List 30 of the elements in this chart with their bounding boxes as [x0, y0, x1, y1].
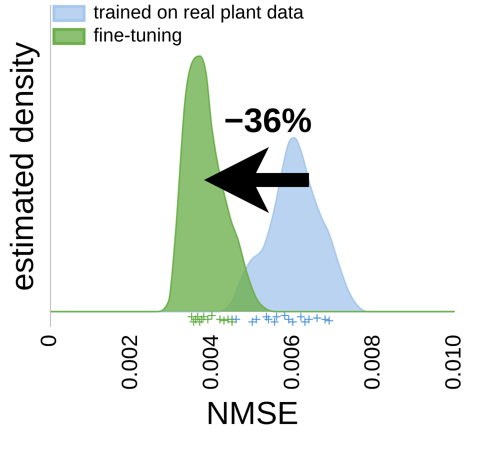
- point: [224, 314, 233, 324]
- point: [324, 316, 334, 326]
- point: [252, 314, 261, 324]
- point: [232, 314, 241, 324]
- point: [280, 311, 290, 320]
- x-tick-label: 0.002: [116, 334, 142, 390]
- point: [304, 314, 314, 324]
- x-tick-label: 0.008: [360, 334, 385, 390]
- point: [207, 311, 216, 320]
- x-tick-label: 0.006: [278, 334, 304, 390]
- point: [219, 316, 228, 326]
- point: [272, 312, 282, 322]
- x-tick-label: 0.010: [440, 334, 466, 390]
- legend-label: trained on real plant data: [94, 2, 304, 24]
- point: [284, 314, 294, 324]
- x-tick-label: 0.004: [198, 334, 223, 390]
- point: [248, 317, 257, 326]
- x-tick-label: 0: [36, 334, 62, 347]
- point: [228, 317, 237, 326]
- point: [312, 314, 322, 323]
- x-axis-title: NMSE: [205, 395, 300, 433]
- point: [199, 312, 208, 322]
- point: [288, 317, 298, 326]
- legend-label: fine-tuning: [94, 26, 182, 47]
- point: [262, 312, 271, 322]
- point: [203, 314, 212, 324]
- annotation: −36%: [224, 102, 312, 141]
- point: [320, 314, 330, 324]
- y-axis-title: estimated density: [4, 40, 41, 293]
- point: [215, 314, 224, 324]
